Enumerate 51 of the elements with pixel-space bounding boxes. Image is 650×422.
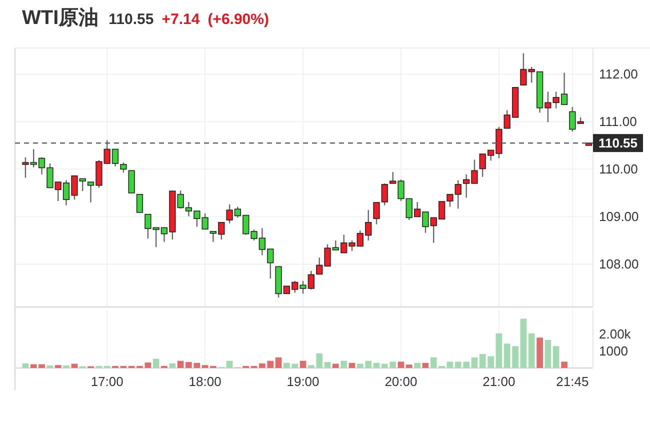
chart-title: WTI原油	[22, 7, 99, 29]
bar	[226, 360, 233, 368]
bar	[414, 362, 421, 368]
text: (+6.90%)	[208, 11, 269, 28]
bar	[22, 363, 29, 368]
x-tick-label: 20:00	[384, 374, 418, 389]
bar	[348, 362, 356, 368]
bar	[71, 364, 78, 368]
text: +7.14	[162, 11, 200, 28]
y-tick-label: 2.00k	[599, 326, 632, 342]
ref-line-label: 110.55	[598, 136, 638, 151]
bar	[152, 358, 160, 368]
bar	[54, 365, 62, 368]
bar	[144, 362, 152, 368]
bar	[63, 365, 70, 368]
bar	[332, 364, 339, 368]
y-tick-label: 111.00	[599, 114, 637, 130]
y-tick-label: 110.00	[599, 162, 638, 177]
bar	[552, 346, 560, 368]
x-tick-label: 21:45	[556, 374, 589, 389]
y-tick-label: 108.00	[599, 256, 639, 272]
bar	[520, 318, 527, 368]
x-tick-label: 19:00	[286, 374, 320, 389]
bar	[406, 364, 412, 368]
bar	[471, 357, 478, 368]
chart-subtitle: 110.55	[108, 11, 154, 28]
bar	[169, 363, 176, 368]
bar	[496, 333, 502, 368]
bar	[275, 357, 282, 368]
y-tick-label: 1000	[599, 343, 628, 358]
bar	[186, 362, 192, 368]
bar	[324, 362, 331, 368]
x-tick-label: 21:00	[482, 374, 516, 389]
y-tick-label: 112.00	[599, 66, 638, 82]
bar	[528, 333, 535, 368]
x-tick-label: 18:00	[188, 374, 222, 389]
bar	[398, 362, 404, 368]
bar	[340, 360, 348, 368]
bar	[422, 362, 429, 368]
bar	[177, 360, 184, 368]
bar	[561, 362, 568, 368]
bar	[300, 360, 306, 368]
bar	[202, 365, 208, 368]
bar	[194, 362, 200, 368]
y-tick-label: 109.00	[599, 209, 639, 224]
bar	[46, 365, 54, 368]
x-tick-label: 17:00	[90, 374, 124, 389]
bar	[544, 340, 552, 368]
bar	[373, 362, 380, 368]
bar	[446, 362, 454, 368]
bar	[536, 338, 543, 368]
